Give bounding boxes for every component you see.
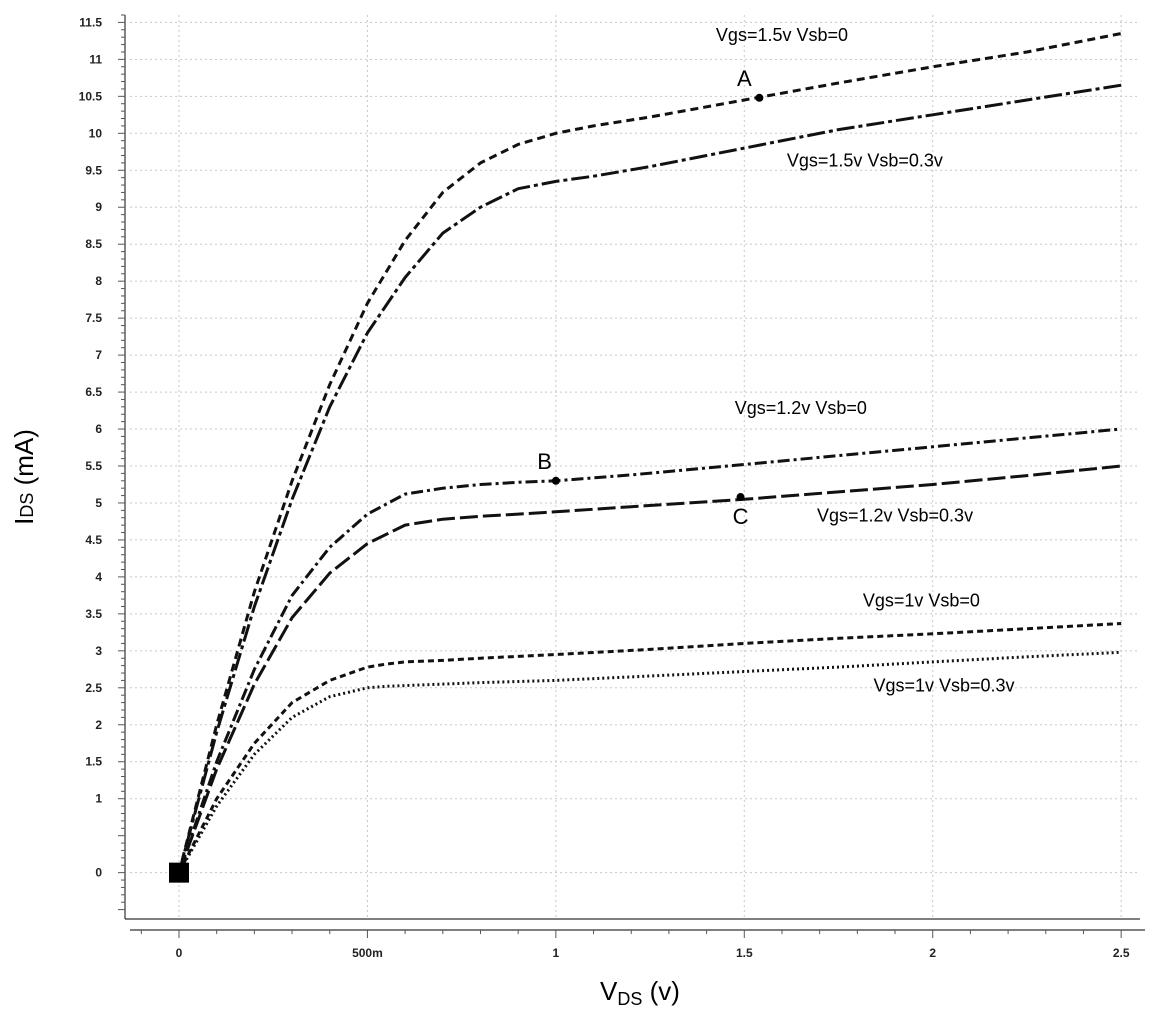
y-tick-label: 3.5: [85, 607, 102, 621]
y-axis-title-sub: DS: [17, 493, 37, 518]
series-label-1: Vgs=1.5v Vsb=0.3v: [787, 151, 943, 171]
series-line-4: [177, 622, 1122, 874]
y-tick-label: 11: [89, 52, 102, 66]
y-tick-label: 1: [95, 792, 102, 806]
series-line-3: [177, 464, 1122, 874]
x-tick-label: 1: [553, 946, 560, 960]
y-tick-label: 8.5: [85, 237, 102, 251]
y-tick-label: 6: [95, 422, 102, 436]
point-marker-A: [755, 93, 764, 102]
x-tick-label: 2.5: [1113, 946, 1130, 960]
x-axis-title-main: V: [600, 976, 618, 1006]
label-group: Vgs=1.5v Vsb=0 Vgs=1.5v Vsb=0.3v Vgs=1.2v …: [168, 25, 1015, 883]
y-axis-title-main: I: [9, 518, 39, 525]
point-label-B: B: [537, 449, 552, 474]
y-axis-title: IDS (mA): [9, 429, 39, 525]
y-tick-label: 4.5: [85, 533, 102, 547]
grid: [130, 15, 1140, 917]
y-axis-title-unit: (mA): [9, 429, 39, 493]
y-tick-label: 10: [89, 126, 103, 140]
y-tick-label: 7.5: [85, 311, 102, 325]
y-tick-label: 2.5: [85, 681, 102, 695]
point-label-C: C: [733, 504, 749, 529]
axes: 011.522.533.544.555.566.577.588.599.5101…: [79, 14, 1145, 960]
y-tick-label: 9: [95, 200, 102, 214]
y-tick-label: 4: [95, 570, 102, 584]
point-marker-B: [551, 476, 560, 485]
y-tick-label: 10.5: [79, 89, 103, 103]
series-label-2: Vgs=1.2v Vsb=0: [735, 398, 867, 418]
series-line-2: [177, 427, 1122, 874]
y-tick-label: 5: [95, 496, 102, 510]
series-label-0: Vgs=1.5v Vsb=0: [716, 25, 848, 45]
y-tick-label: 1.5: [85, 755, 102, 769]
series-label-5: Vgs=1v Vsb=0.3v: [873, 676, 1014, 696]
origin-marker: [168, 862, 189, 883]
y-tick-label: 11.5: [79, 15, 102, 29]
x-tick-label: 500m: [352, 946, 383, 960]
y-tick-label: 0: [95, 866, 102, 880]
series-line-0: [177, 32, 1122, 873]
x-axis-title: VDS (v): [600, 976, 680, 1009]
series-label-3: Vgs=1.2v Vsb=0.3v: [817, 505, 973, 525]
x-tick-label: 2: [929, 946, 936, 960]
y-tick-label: 3: [95, 644, 102, 658]
point-label-A: A: [737, 66, 752, 91]
point-marker-C: [736, 493, 745, 502]
x-tick-label: 0: [176, 946, 183, 960]
x-axis-title-unit: (v): [642, 976, 680, 1006]
y-tick-label: 8: [95, 274, 102, 288]
x-tick-label: 1.5: [736, 946, 753, 960]
y-tick-label: 6.5: [85, 385, 102, 399]
y-tick-label: 9.5: [85, 163, 102, 177]
series-group: [177, 32, 1122, 874]
x-axis-title-sub: DS: [617, 989, 642, 1009]
y-tick-label: 2: [95, 718, 102, 732]
y-tick-label: 7: [95, 348, 102, 362]
series-label-4: Vgs=1v Vsb=0: [863, 590, 980, 610]
series-line-1: [177, 83, 1122, 873]
y-tick-label: 5.5: [85, 459, 102, 473]
series-line-5: [177, 650, 1122, 874]
